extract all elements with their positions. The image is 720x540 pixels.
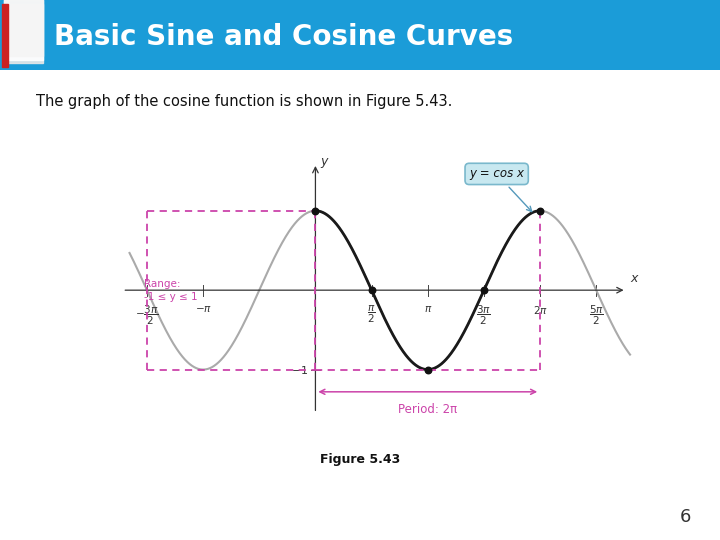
Text: $-\pi$: $-\pi$ xyxy=(194,303,212,314)
Text: $-1$: $-1$ xyxy=(291,363,308,376)
Text: 6: 6 xyxy=(680,508,691,526)
Text: Figure 5.43: Figure 5.43 xyxy=(320,453,400,466)
Point xyxy=(534,206,546,215)
Point xyxy=(478,286,490,294)
Text: $\dfrac{5\pi}{2}$: $\dfrac{5\pi}{2}$ xyxy=(589,303,604,327)
Point xyxy=(310,206,321,215)
Text: $\dfrac{3\pi}{2}$: $\dfrac{3\pi}{2}$ xyxy=(477,303,492,327)
Text: y = cos x: y = cos x xyxy=(469,167,532,212)
Text: Basic Sine and Cosine Curves: Basic Sine and Cosine Curves xyxy=(54,23,513,51)
Bar xyxy=(2,3,8,66)
Text: Range:
-1 ≤ y ≤ 1: Range: -1 ≤ y ≤ 1 xyxy=(144,279,197,302)
Bar xyxy=(4,3,43,63)
Point xyxy=(422,365,433,374)
Text: $2\pi$: $2\pi$ xyxy=(533,303,548,316)
Text: Period: 2π: Period: 2π xyxy=(398,403,457,416)
Text: $\pi$: $\pi$ xyxy=(423,303,432,314)
Text: $-\dfrac{3\pi}{2}$: $-\dfrac{3\pi}{2}$ xyxy=(135,303,159,327)
Bar xyxy=(4,0,43,56)
Point xyxy=(366,286,377,294)
Text: $\dfrac{\pi}{2}$: $\dfrac{\pi}{2}$ xyxy=(367,303,376,325)
Text: x: x xyxy=(630,272,637,285)
Text: y: y xyxy=(321,155,328,168)
Bar xyxy=(4,0,43,60)
Text: The graph of the cosine function is shown in Figure 5.43.: The graph of the cosine function is show… xyxy=(36,94,452,109)
